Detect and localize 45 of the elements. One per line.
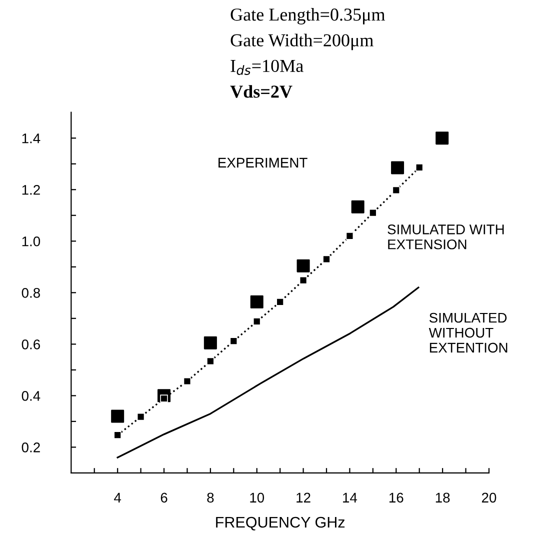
point (391, 161, 404, 174)
y-tick-label: 0.6 (22, 339, 40, 350)
point (346, 232, 354, 240)
point (296, 259, 310, 272)
x-tick-label: 12 (296, 492, 310, 502)
point (299, 276, 308, 284)
y-tick-label: 0.2 (22, 442, 40, 452)
point (322, 255, 330, 264)
text: I$_{ds}$=10Ma (230, 60, 304, 75)
point (392, 186, 400, 194)
x-tick-label: 20 (482, 492, 496, 503)
point (250, 295, 264, 308)
x-tick-label: 6 (160, 492, 168, 503)
point (114, 431, 122, 439)
y-tick-label: 0.4 (22, 391, 40, 401)
point (204, 336, 217, 350)
text: Gate Width=200μm (230, 34, 374, 50)
text: Gate Length=0.35μm (230, 8, 386, 24)
annotation: EXPERIMENT (218, 158, 308, 168)
x-tick-label: 18 (436, 492, 450, 503)
point (436, 132, 449, 145)
text: Vds=2V (230, 85, 292, 98)
x-tick-label: 14 (343, 492, 358, 502)
x-axis-title: FREQUENCY GHz (216, 516, 345, 530)
point (252, 318, 261, 326)
x-tick-label: 8 (207, 492, 214, 503)
point (351, 200, 364, 214)
point (183, 377, 192, 386)
point (111, 410, 124, 423)
y-tick-label: 1.0 (22, 236, 40, 246)
x-tick-label: 4 (114, 492, 122, 502)
point (230, 337, 238, 345)
line-series (116, 286, 420, 458)
point (136, 412, 145, 421)
x-tick-label: 10 (250, 492, 264, 503)
x-tick-label: 16 (389, 492, 404, 503)
annotation: SIMULATED WITHOUT EXTENTION (428, 312, 508, 353)
point (415, 164, 424, 172)
y-tick-label: 1.2 (22, 184, 40, 195)
y-tick-label: 1.4 (22, 134, 40, 144)
y-tick-label: 0.8 (22, 288, 40, 298)
point (276, 298, 284, 306)
point (206, 357, 214, 366)
point (369, 208, 377, 217)
annotation: SIMULATED WITH EXTENSION (388, 224, 504, 250)
